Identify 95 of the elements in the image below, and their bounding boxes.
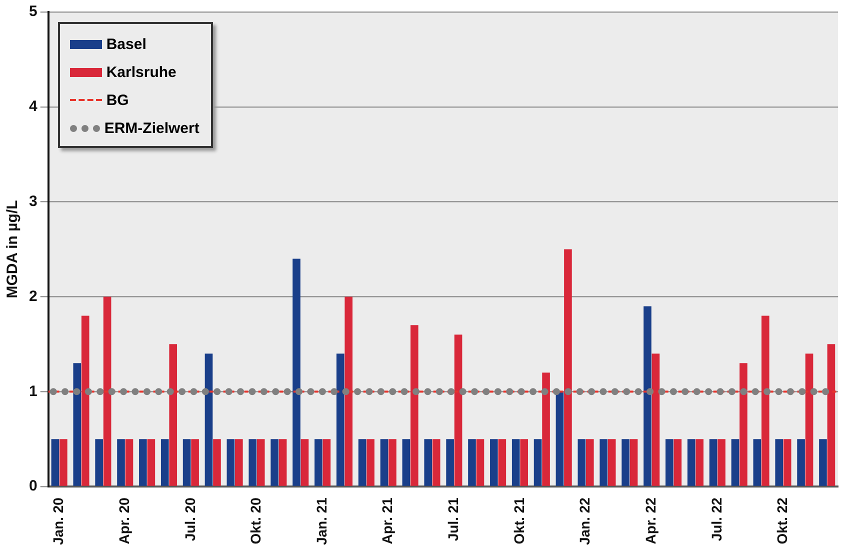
y-axis-title: MGDA in µg/L [4,200,22,298]
bar [718,439,726,486]
bar [103,296,112,486]
bar [687,439,696,486]
x-tick-label: Okt. 21 [510,497,527,544]
y-tick-label: 5 [29,3,38,20]
legend-label: BG [106,92,129,108]
bar [761,316,770,486]
bar [783,439,792,486]
bar [344,296,353,486]
bar [139,439,147,486]
bar [731,439,740,486]
legend-label: Basel [106,36,146,52]
bar [608,439,616,486]
bar [827,344,836,486]
bar [73,363,82,486]
x-tick-label: Jan. 20 [50,497,66,546]
bar [556,392,564,486]
bar [147,439,156,486]
bar [125,439,134,486]
bar [51,439,60,486]
bar [191,439,199,486]
bar [182,439,191,486]
bar [666,439,674,486]
bar [336,354,344,486]
bar [740,363,748,486]
bar [674,439,682,486]
bar [630,439,638,486]
bar [213,439,221,486]
bar [520,439,528,486]
bar [534,439,542,486]
bar [169,344,178,486]
bar [95,439,103,486]
x-tick-label: Apr. 20 [116,497,132,544]
bar [226,439,235,486]
bar [586,439,594,486]
bar [498,439,506,486]
x-tick-label: Okt. 22 [774,497,790,544]
bar [775,439,784,486]
bar [402,439,410,486]
bar [454,334,462,486]
bar [564,249,572,486]
bar [256,439,265,486]
bar [644,306,652,486]
bar [446,439,454,486]
legend-label: ERM-Zielwert [104,120,200,136]
x-tick-label: Jul. 20 [182,497,198,542]
x-tick-label: Okt. 20 [248,497,264,544]
bar [600,439,608,486]
bar [380,439,388,486]
bar [432,439,440,486]
y-tick-label: 2 [29,288,38,305]
x-tick-label: Apr. 21 [379,497,396,544]
bar [235,439,243,486]
bar [819,439,827,486]
bar [204,354,213,486]
bar [388,439,396,486]
bar [60,439,68,486]
bar [805,354,814,486]
bar [512,439,520,486]
x-tick-label: Jul. 21 [445,497,462,542]
bar [322,439,331,486]
bar [468,439,476,486]
bar [81,316,90,486]
x-tick-label: Jan. 21 [313,497,330,546]
bar [578,439,586,486]
bar [797,439,805,486]
bar [366,439,374,486]
x-tick-label: Apr. 22 [642,497,658,544]
bar [292,258,300,486]
legend-label: Karlsruhe [106,64,176,80]
bar [314,439,322,486]
y-tick-label: 4 [29,98,38,116]
bar [358,439,366,486]
bar [542,372,550,486]
bar [300,439,309,486]
bar [490,439,498,486]
y-tick-label: 3 [29,192,38,210]
bar [696,439,704,486]
y-tick-label: 0 [29,478,38,495]
bar [709,439,718,486]
bar [278,439,287,486]
x-tick-label: Jan. 22 [576,497,593,546]
bar [622,439,630,486]
bar [270,439,278,486]
bar [753,439,762,486]
x-tick-label: Jul. 22 [708,497,724,542]
bar [410,325,418,486]
bar [476,439,484,486]
bar [424,439,432,486]
y-tick-label: 1 [29,382,38,400]
bar [652,354,660,486]
bar [160,439,169,486]
bar [117,439,125,486]
bar [248,439,257,486]
